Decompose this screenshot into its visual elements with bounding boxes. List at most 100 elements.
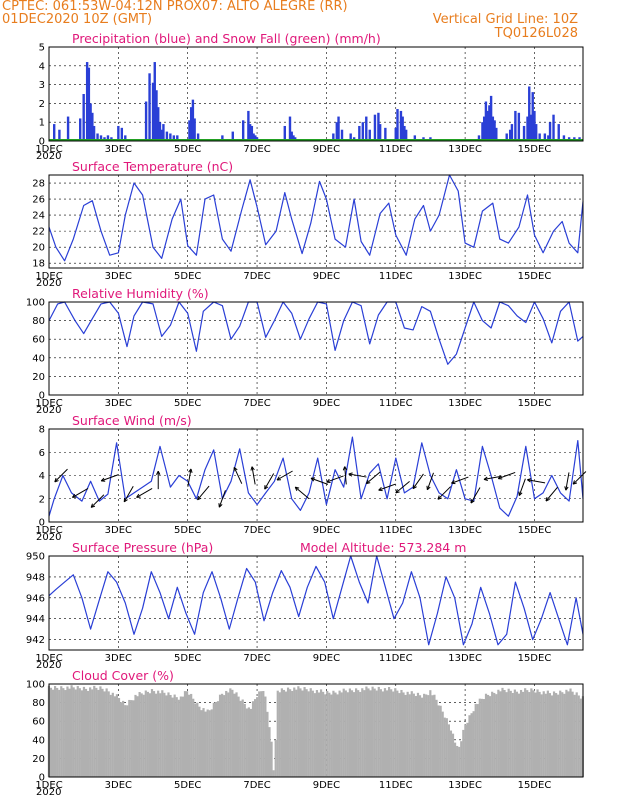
precip-bar (148, 73, 151, 141)
cloud-bar (163, 692, 166, 777)
x-tick-label: 7DEC (243, 271, 270, 282)
cloud-bar (82, 686, 86, 777)
wind-arrow-head (233, 466, 238, 472)
precip-bar (221, 135, 224, 141)
y-tick-label: 28 (32, 179, 45, 190)
precip-bar (413, 135, 417, 141)
wind-arrow (451, 476, 469, 485)
precip-bar (241, 120, 245, 141)
cloud-bar (524, 688, 527, 777)
x-tick-label: 3DEC (105, 271, 132, 282)
precip-bar (188, 120, 191, 141)
wind-arrow (276, 470, 293, 481)
cloud-bar (194, 703, 197, 777)
wind-arrow-shaft (264, 473, 275, 490)
precip-bar (526, 116, 529, 141)
wind-arrow-head (156, 470, 161, 475)
precip-bar (557, 124, 560, 141)
cloud-bar (266, 711, 269, 777)
y-tick-label: 0 (39, 137, 45, 148)
wind-arrow-shaft (344, 466, 347, 485)
panel-title: Surface Temperature (nC) (72, 159, 233, 174)
x-tick-label: 9DEC (313, 271, 340, 282)
y-tick-label: 40 (32, 735, 45, 746)
cloud-bar (274, 740, 277, 777)
precip-bar (165, 131, 169, 141)
x-year-label: 2020 (36, 660, 61, 671)
precip-bar (117, 125, 120, 141)
wind-arrow-head (342, 466, 348, 471)
cloud-bar (80, 690, 83, 777)
cloud-bar (165, 695, 168, 777)
y-tick-label: 100 (26, 680, 45, 691)
x-year-label: 2020 (36, 532, 61, 543)
cloud-bar (445, 718, 448, 777)
cloud-bar (105, 688, 108, 777)
x-tick-label: 1DEC (35, 271, 62, 282)
wind-arrow-shaft (498, 471, 516, 480)
x-tick-label: 5DEC (174, 271, 201, 282)
y-tick-label: 20 (32, 372, 45, 383)
precip-bar (151, 82, 155, 141)
y-tick-label: 100 (26, 298, 45, 309)
cloud-bar (456, 745, 459, 777)
series-line (48, 555, 584, 646)
cloud-bar (509, 690, 512, 777)
cloud-bar (361, 688, 364, 777)
cloud-bar (68, 688, 71, 777)
cloud-bar (231, 689, 234, 777)
cloud-bar (398, 693, 401, 777)
precip-bar (157, 107, 160, 141)
cloud-bar (62, 688, 65, 777)
wind-arrow-shaft (426, 472, 434, 490)
cloud-bar (117, 697, 121, 777)
wind-arrow (187, 468, 193, 487)
cloud-bar (241, 699, 244, 777)
cloud-bar (478, 698, 481, 777)
precip-bar (562, 135, 566, 141)
cloud-bar (293, 687, 296, 777)
cloud-bar (546, 690, 549, 777)
panel-title: Surface Wind (m/s) (72, 413, 192, 428)
precip-bar (489, 95, 493, 141)
y-tick-label: 40 (32, 353, 45, 364)
wind-arrow-head (451, 480, 456, 485)
cloud-bar (476, 704, 479, 777)
wind-arrow (527, 478, 546, 484)
wind-arrow-head (527, 478, 532, 483)
wind-arrow-head (412, 484, 417, 490)
cloud-bar (472, 711, 475, 777)
wind-arrow-shaft (572, 471, 587, 485)
cloud-bar (101, 688, 104, 777)
precip-bar (231, 131, 234, 141)
precip-bar (547, 135, 550, 141)
cloud-bar (532, 690, 535, 777)
x-tick-label: 15DEC (518, 525, 552, 536)
precip-bar (79, 118, 82, 141)
cloud-bar (196, 702, 199, 777)
x-tick-label: 7DEC (243, 525, 270, 536)
precip-bar (252, 133, 255, 141)
y-tick-label: 22 (32, 227, 45, 238)
x-year-label: 2020 (36, 278, 61, 289)
cloud-bar (303, 687, 306, 777)
cloud-bar (72, 687, 75, 777)
x-tick-label: 11DEC (379, 525, 413, 536)
cloud-bar (188, 694, 191, 777)
x-tick-label: 5DEC (174, 525, 201, 536)
wind-arrow-shaft (187, 468, 192, 487)
cloud-bar (561, 692, 564, 777)
wind-arrow (497, 471, 516, 480)
y-tick-label: 6 (39, 448, 45, 459)
precip-bar (517, 112, 521, 141)
wind-arrow-head (497, 475, 503, 480)
wind-arrow-head (518, 491, 523, 496)
cloud-bar (563, 693, 566, 777)
precip-bar (482, 116, 486, 141)
wind-arrow-head (54, 477, 59, 483)
wind-arrow-shaft (197, 485, 210, 501)
cloud-bar (363, 690, 366, 777)
cloud-bar (136, 696, 139, 777)
precip-bar (368, 129, 371, 141)
precip-bar (332, 133, 335, 141)
